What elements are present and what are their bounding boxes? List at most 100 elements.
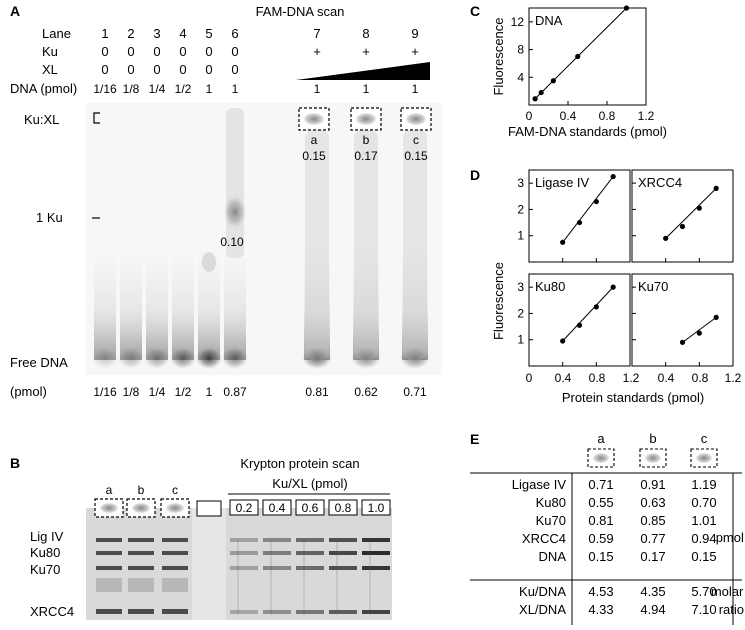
band-label-1-ku: 1 Ku — [36, 210, 63, 225]
panel-d-xtick-label: 0.4 — [555, 371, 572, 385]
series-label: Ku/XL (pmol) — [272, 476, 347, 491]
bottom-value: 1/2 — [175, 385, 192, 399]
free-dna-band — [144, 347, 170, 369]
panel-e: E a b c Ligase IV 0.71 0.91 1.19 Ku80 0.55 0.63 0.… — [470, 431, 744, 625]
xl-value: 0 — [153, 62, 160, 77]
dna-amount: 1/16 — [93, 82, 117, 96]
panel-e-label: E — [470, 431, 479, 447]
panel-d-point — [696, 205, 702, 211]
bottom-value: 0.71 — [403, 385, 427, 399]
gel-b-band — [296, 566, 324, 570]
lane-5-faint-band — [202, 252, 216, 272]
xl-value: 0 — [127, 62, 134, 77]
series-box — [361, 499, 391, 516]
gel-b-band — [162, 538, 188, 542]
gel-lane-smear — [224, 250, 246, 360]
lane-number: 7 — [313, 26, 320, 41]
bottom-value: 1 — [206, 385, 213, 399]
bottom-value: 1/16 — [93, 385, 117, 399]
band-label-free-dna: Free DNA — [10, 355, 68, 370]
dna-row: 1/16 1/8 1/4 1/2 1 1 1 1 1 — [93, 82, 418, 96]
gel-b-band — [329, 538, 357, 542]
kuxl-bracket — [93, 112, 100, 124]
bottom-value: 0.87 — [223, 385, 247, 399]
panel-d-frame — [528, 169, 631, 263]
series-value: 0.8 — [335, 501, 352, 515]
gel-b-band — [263, 551, 291, 555]
free-dna-band — [92, 347, 118, 369]
ku-value: 0 — [231, 44, 238, 59]
xl-row: 0 0 0 0 0 0 — [101, 62, 238, 77]
lane-number: 2 — [127, 26, 134, 41]
gel-b-box-letter: c — [172, 483, 178, 497]
panel-c-point — [538, 89, 544, 96]
ku-row: 0 0 0 0 0 0 + + + — [101, 44, 418, 59]
gel-a-boxes: a 0.15 b 0.17 c 0.15 — [298, 107, 432, 163]
gel-a-box-band — [356, 113, 376, 125]
panel-d-frame — [528, 273, 631, 367]
dna-amount: 1/4 — [149, 82, 166, 96]
free-dna-band — [222, 347, 248, 369]
table-cell: 0.81 — [588, 513, 613, 528]
gel-b-band — [263, 538, 291, 542]
panel-d-point — [610, 173, 616, 180]
panel-d-ytick-label: 1 — [517, 333, 524, 347]
dna-amount: 1 — [363, 82, 370, 96]
gel-b-empty-box — [196, 500, 222, 517]
free-dna-band — [170, 347, 196, 369]
panel-d-title: Ku70 — [638, 279, 668, 294]
panel-c-xtick-label: 0 — [526, 109, 533, 123]
panel-d-fit-line — [665, 188, 717, 239]
series-box — [295, 499, 325, 516]
xl-value: 0 — [101, 62, 108, 77]
dna-amount: 1 — [232, 82, 239, 96]
row-label-ku: Ku — [42, 44, 58, 59]
panel-c-frame — [528, 7, 647, 106]
series-value: 0.4 — [269, 501, 286, 515]
ku-band-value: 0.10 — [220, 235, 244, 249]
panel-c-xtick-label: 1.2 — [638, 109, 655, 123]
gel-b-band — [362, 538, 390, 542]
gel-b-smear — [162, 578, 188, 592]
gel-b-smear — [96, 578, 122, 592]
gel-lane-smear — [353, 250, 379, 360]
panel-d-point — [576, 322, 583, 328]
lane-number: 5 — [205, 26, 212, 41]
ku-value: 0 — [179, 44, 186, 59]
panel-c-label: C — [470, 3, 480, 19]
gel-b-band — [296, 551, 324, 555]
ku-value: + — [313, 44, 321, 59]
gel-lane-smear — [402, 250, 428, 360]
table-row-label: Ku80 — [536, 495, 566, 510]
panel-d-xtick-label: 0.8 — [692, 371, 709, 385]
gel-b-band — [230, 566, 258, 570]
ku-value: 0 — [101, 44, 108, 59]
table-cell: 1.01 — [691, 513, 716, 528]
gel-b-band — [128, 566, 154, 570]
panel-d-point — [679, 223, 686, 230]
gel-a-background — [86, 103, 442, 375]
panel-a: A FAM-DNA scan Lane Ku XL DNA (pmol) 1 2 3… — [10, 3, 442, 399]
gel-b-box-band — [100, 503, 118, 513]
panel-c-ytick-label: 12 — [511, 15, 525, 29]
panel-a-label: A — [10, 3, 20, 19]
lane-number: 3 — [153, 26, 160, 41]
panel-b-label: B — [10, 455, 20, 471]
series-box — [262, 499, 292, 516]
panel-d-point — [593, 304, 599, 310]
gel-lane-smear — [94, 250, 116, 360]
table-cell: 0.59 — [588, 531, 613, 546]
panel-c-xtick-label: 0.4 — [560, 109, 577, 123]
gel-lane-smear — [172, 250, 194, 360]
gel-b-box-band — [132, 503, 150, 513]
gel-a-box-letter: c — [413, 133, 419, 147]
bottom-value: 0.81 — [305, 385, 329, 399]
panel-d-title: XRCC4 — [638, 175, 682, 190]
panel-d-frame — [631, 169, 734, 263]
gel-b-band — [96, 538, 122, 542]
panel-d-point — [593, 198, 599, 205]
gel-a-lanes — [92, 108, 430, 369]
table-cell: 0.17 — [640, 549, 665, 564]
gel-b-smear — [128, 578, 154, 592]
